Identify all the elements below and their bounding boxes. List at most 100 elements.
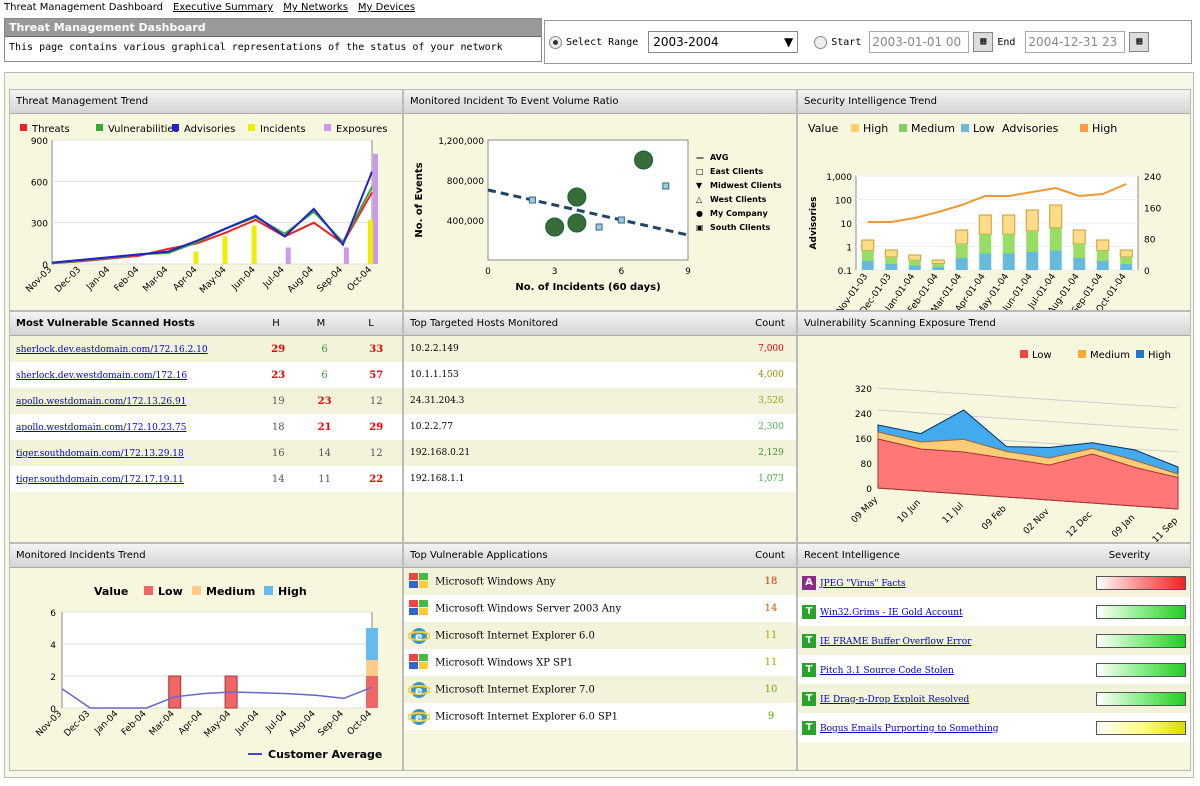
chevron-down-icon: ▼ (784, 35, 794, 49)
header-box: Threat Management Dashboard This page co… (4, 18, 542, 62)
table-row: T IE Drag-n-Drop Exploit Resolved (798, 684, 1190, 713)
select-range-radio[interactable] (549, 35, 562, 49)
legend-swatch (144, 586, 153, 595)
small-point (595, 223, 603, 231)
intel-link[interactable]: Bogus Emails Purporting to Something (820, 723, 999, 734)
severity-cell (1063, 713, 1190, 742)
table-row: apollo.westdomain.com/172.10.23.75 18 21 29 (10, 414, 402, 440)
table-row: sherlock.dev.westdomain.com/172.16 23 6 57 (10, 362, 402, 388)
bar-low (168, 675, 182, 709)
legend-swatch (899, 124, 907, 132)
threat-badge: T (802, 633, 816, 648)
legend-swatch (851, 124, 859, 132)
table-row: 192.168.0.21 2,129 (404, 440, 796, 466)
intel-link[interactable]: Pitch 3.1 Source Code Stolen (820, 665, 954, 676)
intel-link[interactable]: Win32.Grims - IE Gold Account (820, 607, 963, 618)
x-tick: May-04 (198, 265, 229, 296)
nav-threat-dashboard[interactable]: Threat Management Dashboard (4, 2, 164, 13)
area-low (877, 438, 1179, 510)
x-tick: 09 May (850, 495, 881, 526)
calendar-icon[interactable]: ▦ (973, 32, 994, 52)
count-m: 6 (321, 369, 328, 381)
legend-swatch (172, 124, 179, 131)
incidents-panel: Monitored Incidents Trend Value Low Medium… (9, 543, 403, 771)
bar-low (1120, 264, 1133, 270)
host-ip: 10.2.2.77 (410, 422, 453, 432)
legend-label: Low (158, 585, 183, 598)
intel-link[interactable]: IE Drag-n-Drop Exploit Resolved (820, 694, 970, 705)
app-name: Microsoft Windows Any (432, 576, 556, 587)
x-tick: Aug-04 (286, 265, 316, 295)
count-h: 29 (271, 343, 286, 355)
calendar-icon[interactable]: ▦ (1129, 32, 1150, 52)
range-dropdown[interactable]: 2003-2004 ▼ (648, 31, 799, 53)
start-date-input[interactable]: 2003-01-01 00 (869, 31, 970, 53)
host-count: 7,000 (758, 344, 784, 354)
range-dropdown-value: 2003-2004 (653, 35, 719, 49)
legend-symbol: ● (696, 209, 703, 218)
table-row: e Microsoft Internet Explorer 7.0 10 (404, 676, 796, 703)
bar-low (1073, 258, 1086, 270)
legend-label: Advisories (1002, 122, 1059, 135)
y-tick: 80 (861, 460, 873, 470)
legend-swatch (324, 124, 331, 131)
bar-high (1119, 249, 1133, 258)
page-title: Threat Management Dashboard (5, 19, 541, 37)
intel-panel: Recent Intelligence Severity A JPEG "Virus… (797, 543, 1191, 771)
bar-low (861, 261, 874, 270)
app-cell: Microsoft Windows XP SP1 (404, 649, 746, 676)
bar-high (908, 254, 922, 261)
severity-cell (1063, 655, 1190, 684)
table-row: Microsoft Windows XP SP1 11 (404, 649, 796, 676)
legend-label: Medium (911, 122, 955, 135)
nav-executive-summary[interactable]: Executive Summary (173, 2, 274, 13)
panel-title: Threat Management Trend (16, 96, 149, 107)
host-link[interactable]: apollo.westdomain.com/172.10.23.75 (16, 422, 187, 433)
bar-low (932, 267, 945, 270)
nav-my-devices[interactable]: My Devices (357, 2, 416, 13)
app-count: 14 (764, 603, 778, 614)
host-link[interactable]: sherlock.dev.eastdomain.com/172.16.2.10 (16, 344, 208, 355)
host-link[interactable]: apollo.westdomain.com/172.13.26.91 (16, 396, 187, 407)
y-tick: 240 (855, 410, 872, 420)
company-point (545, 217, 565, 237)
host-link[interactable]: tiger.southdomain.com/172.13.29.18 (16, 448, 184, 459)
intel-link[interactable]: IE FRAME Buffer Overflow Error (820, 636, 972, 647)
col-l: L (368, 318, 374, 329)
ratio-panel: Monitored Incident To Event Volume Ratio… (403, 89, 797, 311)
sec-intel-panel: Security Intelligence Trend Value High Med… (797, 89, 1191, 311)
x-tick: Sep-04 (316, 265, 346, 295)
severity-bar (1096, 662, 1186, 677)
host-link[interactable]: sherlock.dev.westdomain.com/172.16 (16, 370, 188, 381)
host-ip: 192.168.0.21 (410, 448, 471, 458)
count-m: 14 (318, 447, 331, 459)
count-l: 57 (369, 369, 384, 381)
intel-link[interactable]: JPEG "Virus" Facts (820, 578, 906, 589)
table-row: 192.168.1.1 1,073 (404, 466, 796, 492)
legend-label: West Clients (710, 195, 767, 204)
x-tick: Sep-04 (316, 709, 346, 739)
small-point (662, 182, 670, 190)
x-tick: 10 Jun (896, 498, 923, 525)
severity-cell (1063, 568, 1190, 597)
legend-symbol: ▣ (696, 223, 704, 232)
plot-area (51, 139, 373, 265)
host-link[interactable]: tiger.southdomain.com/172.17.19.11 (16, 474, 184, 485)
y-label: No. of Events (414, 162, 425, 237)
x-tick: 9 (685, 267, 691, 277)
count-h: 19 (271, 395, 285, 407)
table-row: 10.2.2.149 7,000 (404, 336, 796, 362)
legend-swatch (1136, 350, 1144, 358)
start-radio[interactable] (814, 35, 828, 49)
count-l: 33 (369, 343, 384, 355)
host-cell: sherlock.dev.eastdomain.com/172.16.2.10 (10, 336, 258, 362)
x-tick: Nov-03 (34, 709, 64, 739)
windows-icon (408, 599, 432, 619)
targeted-panel: Top Targeted Hosts Monitored Count 10.2.2… (403, 311, 797, 543)
end-date-input[interactable]: 2004-12-31 23 (1025, 31, 1126, 53)
nav-my-networks[interactable]: My Networks (283, 2, 348, 13)
col-count: Count (755, 550, 785, 561)
table-row: 24.31.204.3 3,526 (404, 388, 796, 414)
y-tick: 0.1 (838, 267, 852, 277)
y-tick: 400,000 (447, 217, 484, 227)
